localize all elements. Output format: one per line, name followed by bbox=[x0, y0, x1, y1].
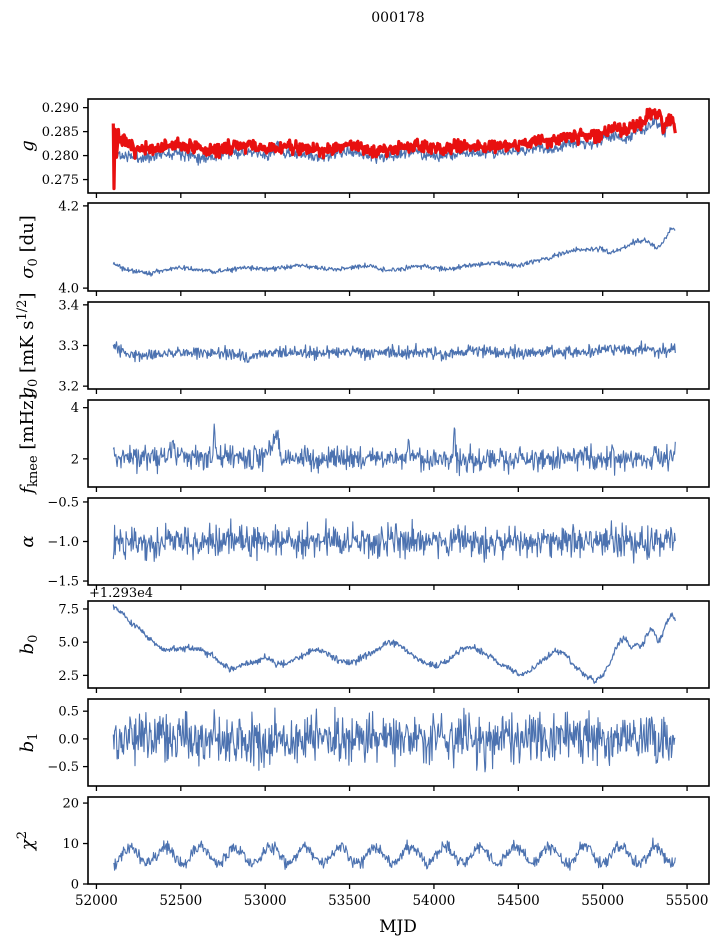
y-axis-label-b1: b1 bbox=[17, 733, 41, 753]
series-g0 bbox=[112, 340, 676, 363]
panel-b1: −0.5 0.0 0.5 b1 bbox=[17, 698, 710, 791]
y-axis-label-g0: g0 [mK s1/2] bbox=[15, 293, 41, 399]
y-tick-label: 3.3 bbox=[58, 339, 79, 354]
panel-g: 0.275 0.280 0.285 0.290 g bbox=[17, 98, 710, 198]
series-b0 bbox=[112, 604, 676, 684]
x-tick-label: 53500 bbox=[328, 893, 371, 909]
y-tick-label: −1.5 bbox=[47, 575, 79, 590]
panel-fknee: 2 4 fknee [mHz] bbox=[17, 393, 710, 496]
panel-frame bbox=[87, 399, 710, 488]
series-alpha bbox=[112, 518, 676, 564]
y-axis-label-sigma0: σ0 [du] bbox=[17, 215, 41, 278]
y-tick-label: 0.0 bbox=[58, 732, 79, 747]
series-fknee bbox=[112, 423, 676, 477]
y-tick-label: 0.285 bbox=[42, 125, 79, 140]
y-axis-label-alpha: α bbox=[17, 535, 38, 547]
panels-container: 0.275 0.280 0.285 0.290 g 4.0 4.2 σ0 [du] 3.2 3.3… bbox=[15, 98, 710, 893]
series-g-red bbox=[111, 107, 677, 191]
y-tick-label: 0.290 bbox=[42, 101, 79, 116]
y-tick-label: 0.280 bbox=[42, 149, 79, 164]
panel-frame bbox=[87, 98, 710, 194]
panel-frame bbox=[87, 600, 710, 689]
panel-alpha: −1.5 −1.0 −0.5 α bbox=[17, 495, 710, 590]
chart-title: 000178 bbox=[371, 10, 424, 26]
y-tick-label: 0.275 bbox=[42, 173, 79, 188]
y-tick-label: 4.2 bbox=[58, 199, 79, 214]
y-tick-label: 10 bbox=[62, 837, 79, 852]
panel-chi2: 0 10 20 χ2 bbox=[15, 796, 710, 893]
x-tick-label: 55500 bbox=[666, 893, 709, 909]
series-g-blue bbox=[112, 116, 676, 166]
panel-g0: 3.2 3.3 3.4 g0 [mK s1/2] bbox=[15, 293, 710, 399]
x-tick-label: 54500 bbox=[497, 893, 540, 909]
x-axis: 52000 52500 53000 53500 54000 54500 55000 55500 bbox=[75, 893, 709, 909]
panel-frame bbox=[87, 698, 710, 787]
y-axis-label-b0: b0 bbox=[17, 635, 41, 655]
x-tick-label: 53000 bbox=[244, 893, 287, 909]
y-tick-label: 2.5 bbox=[58, 669, 79, 684]
panel-sigma0: 4.0 4.2 σ0 [du] bbox=[17, 199, 710, 297]
y-tick-label: −0.5 bbox=[47, 495, 79, 510]
x-tick-label: 52500 bbox=[159, 893, 202, 909]
y-tick-label: 0.5 bbox=[58, 705, 79, 720]
x-tick-label: 54000 bbox=[412, 893, 455, 909]
y-tick-label: 20 bbox=[62, 797, 79, 812]
x-tick-label: 55000 bbox=[581, 893, 624, 909]
series-sigma0 bbox=[112, 227, 676, 277]
panel-frame bbox=[87, 202, 710, 292]
y-tick-label: 5.0 bbox=[58, 636, 79, 651]
y-tick-label: 0 bbox=[71, 878, 79, 893]
series-chi2 bbox=[113, 837, 676, 871]
panel-b0: 2.5 5.0 7.5 +1.293e4 b0 bbox=[17, 586, 710, 693]
y-tick-label: 7.5 bbox=[58, 602, 79, 617]
y-axis-label-chi2: χ2 bbox=[15, 831, 38, 852]
x-axis-label: MJD bbox=[379, 917, 417, 937]
y-tick-label: 4 bbox=[71, 401, 79, 416]
y-axis-label-fknee: fknee [mHz] bbox=[17, 393, 41, 495]
x-tick-label: 52000 bbox=[75, 893, 118, 909]
y-tick-label: 4.0 bbox=[58, 282, 79, 297]
axis-offset-text: +1.293e4 bbox=[89, 586, 153, 601]
y-axis-label-g: g bbox=[17, 140, 38, 152]
y-tick-label: −1.0 bbox=[47, 535, 79, 550]
series-b1 bbox=[112, 706, 676, 773]
y-tick-label: 3.4 bbox=[58, 298, 79, 313]
y-tick-label: −0.5 bbox=[47, 760, 79, 775]
y-tick-label: 3.2 bbox=[58, 380, 79, 395]
panel-frame bbox=[87, 796, 710, 885]
y-tick-label: 2 bbox=[71, 452, 79, 467]
